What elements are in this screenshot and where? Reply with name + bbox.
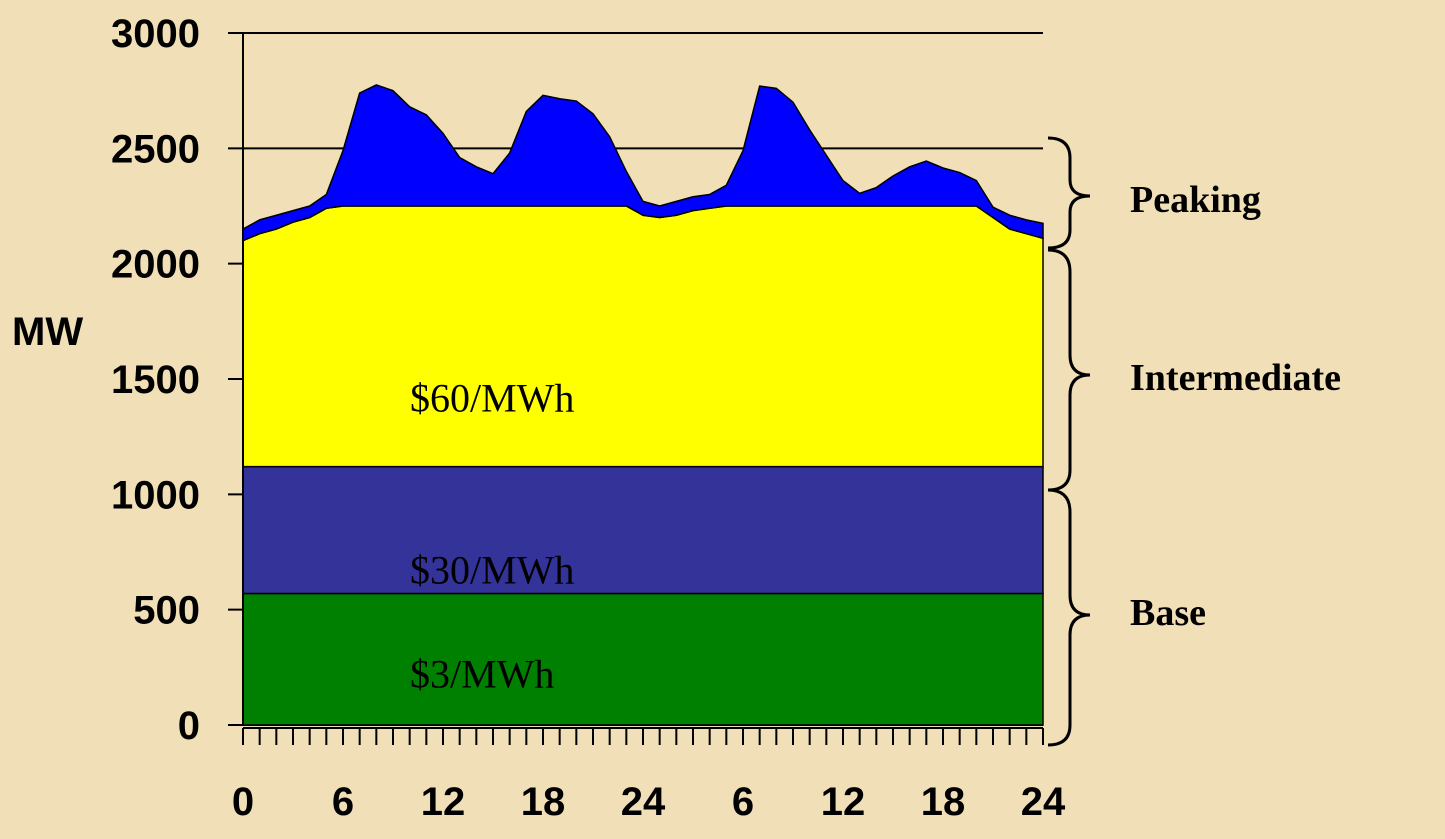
x-tick-label: 18: [521, 780, 566, 824]
area-label: $3/MWh: [410, 651, 554, 696]
area-label: $30/MWh: [410, 548, 574, 593]
band-label: Base: [1130, 592, 1206, 634]
plot: [228, 32, 1044, 726]
x-tick-label: 18: [921, 780, 966, 824]
y-tick-label: 0: [178, 704, 200, 748]
band-label: Peaking: [1130, 179, 1261, 221]
area: [242, 84, 1044, 242]
area: [242, 592, 1044, 726]
y-tick-label: 1000: [111, 473, 200, 517]
x-tick-label: 24: [1021, 780, 1066, 824]
x-tick-label: 12: [821, 780, 866, 824]
y-tick-label: 2000: [111, 243, 200, 287]
braces: [1047, 136, 1091, 747]
band-label: Intermediate: [1130, 357, 1341, 399]
x-tick-label: 6: [332, 780, 354, 824]
x-tick-label: 0: [232, 780, 254, 824]
area: [242, 465, 1044, 595]
x-tick-label: 6: [732, 780, 754, 824]
area-label: $60/MWh: [410, 376, 574, 421]
brace-base: [1047, 488, 1091, 747]
x-tick-label: 12: [421, 780, 466, 824]
y-tick-label: 2500: [111, 127, 200, 171]
area: [242, 205, 1044, 468]
brace-peaking: [1047, 136, 1091, 250]
y-tick-label: 1500: [111, 358, 200, 402]
x-tick-label: 24: [621, 780, 666, 824]
brace-intermediate: [1047, 248, 1091, 492]
y-tick-label: 3000: [111, 12, 200, 56]
y-tick-label: 500: [133, 589, 200, 633]
y-axis-label: MW: [12, 310, 83, 354]
